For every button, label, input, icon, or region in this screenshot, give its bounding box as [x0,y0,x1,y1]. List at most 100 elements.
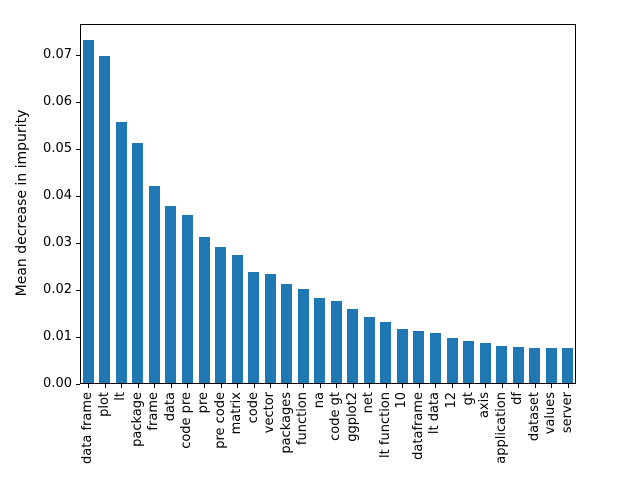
bar-lt-data [429,332,441,383]
x-tick-label-code-gt: code gt [328,392,344,441]
x-tick [270,384,272,388]
y-tick-label: 0.07 [43,47,72,63]
x-tick [402,384,404,388]
x-tick [485,384,487,388]
bar-values [545,347,557,383]
x-tick [385,384,387,388]
bar-data-frame [82,40,94,383]
x-tick [567,384,569,388]
x-tick [501,384,503,388]
bar-12 [446,337,458,383]
x-tick [303,384,305,388]
x-tick [418,384,420,388]
x-tick-label-matrix: matrix [228,392,244,435]
x-tick-label-values: values [543,392,559,435]
y-tick-label: 0.02 [43,282,72,298]
y-tick [76,289,80,291]
bar-packages [281,283,293,383]
y-tick-label: 0.03 [43,235,72,251]
x-tick [170,384,172,388]
x-tick [336,384,338,388]
x-tick-label-lt: lt [113,392,129,401]
bar-plot [99,56,111,383]
bar-code [248,271,260,383]
x-tick-label-package: package [129,392,145,447]
x-tick [352,384,354,388]
x-tick-label-gt: gt [460,392,476,406]
x-tick [187,384,189,388]
x-tick [452,384,453,388]
x-tick-label-axis: axis [476,392,492,419]
bar-code-pre [181,215,193,383]
bar-frame [148,185,160,383]
bar-axis [479,343,491,383]
x-tick [518,384,520,388]
x-tick [468,384,470,388]
x-tick-label-code-pre: code pre [179,392,195,449]
x-tick [88,384,90,388]
x-tick-label-pre-code: pre code [212,392,228,449]
bar-10 [396,329,408,383]
x-tick-label-packages: packages [278,392,294,454]
x-tick-label-pre: pre [195,392,211,414]
x-tick-label-vector: vector [261,392,277,434]
bar-data [165,206,177,383]
x-tick-label-frame: frame [146,392,162,431]
x-tick-label-12: 12 [443,392,459,409]
x-tick [286,384,288,388]
x-tick-label-data: data [162,392,178,422]
bar-df [512,347,524,383]
y-tick-label: 0.00 [43,376,72,391]
bar-server [562,348,574,383]
bar-pre-code [215,246,227,383]
bar-gt [463,341,475,383]
x-tick [121,384,123,388]
y-tick-label: 0.01 [43,329,72,345]
bar-code-gt [330,300,342,383]
x-tick [104,384,106,388]
x-tick [204,384,205,388]
x-tick [220,384,222,388]
bar-lt-function [380,321,392,383]
x-tick [253,384,255,388]
x-tick [319,384,321,388]
bar-matrix [231,254,243,383]
x-tick-label-10: 10 [394,392,410,409]
y-tick [76,148,80,150]
x-tick-label-application: application [493,392,509,464]
y-tick-label: 0.06 [43,94,72,110]
bar-dataframe [413,331,425,383]
y-tick [76,101,80,103]
bar-application [496,346,508,383]
x-tick [154,384,156,388]
x-tick [551,384,553,388]
bar-package [132,143,144,383]
bar-ggplot2 [347,308,359,383]
x-tick [369,384,371,388]
y-tick [76,54,80,56]
x-tick-label-function: function [295,392,311,446]
x-tick-label-df: df [509,392,525,405]
x-tick-label-code: code [245,392,261,424]
x-tick-label-net: net [361,392,377,414]
x-tick [435,384,437,388]
plot-area [80,24,576,384]
x-tick-label-lt-data: lt data [427,392,443,435]
bar-lt [115,121,127,383]
x-tick [137,384,139,388]
y-tick [76,383,80,385]
y-tick-label: 0.05 [43,141,72,157]
y-tick [76,242,80,244]
y-tick-label: 0.04 [43,188,72,204]
x-tick-label-na: na [311,392,327,409]
bar-net [363,316,375,383]
x-tick-label-data-frame: data frame [80,392,96,464]
x-tick-label-ggplot2: ggplot2 [344,392,360,442]
y-tick [76,195,80,197]
x-tick-label-dataset: dataset [526,392,542,442]
bar-pre [198,237,210,383]
bar-na [314,298,326,383]
x-tick-label-server: server [559,392,575,434]
x-tick [534,384,536,388]
